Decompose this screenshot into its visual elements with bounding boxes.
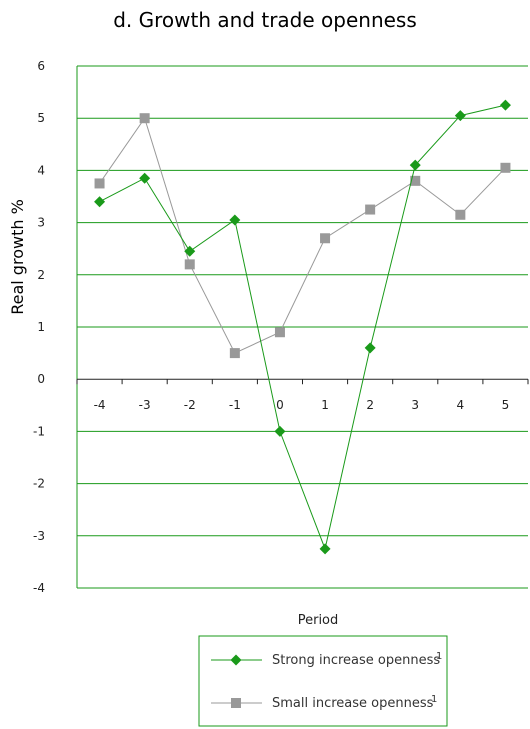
y-tick-label: -2	[33, 477, 45, 491]
x-tick-label: -3	[139, 398, 151, 412]
x-tick-label: 5	[502, 398, 510, 412]
x-tick-label: -4	[94, 398, 106, 412]
data-point	[500, 162, 511, 173]
data-point	[365, 204, 376, 215]
x-axis-label: Period	[298, 613, 339, 628]
x-tick-label: 2	[366, 398, 374, 412]
data-point	[499, 99, 511, 111]
data-point	[319, 543, 331, 555]
data-point	[364, 342, 376, 354]
series-line	[99, 104, 506, 551]
y-tick-label: 6	[37, 59, 45, 73]
series-small	[94, 113, 511, 359]
legend-footnote: 1	[436, 651, 442, 662]
x-tick-label: -1	[229, 398, 241, 412]
data-point	[139, 172, 151, 184]
x-tick-label: -2	[184, 398, 196, 412]
series-group	[94, 99, 511, 555]
data-point	[409, 159, 421, 171]
x-tick-label: 1	[321, 398, 329, 412]
data-point	[184, 259, 195, 270]
y-tick-label: 5	[37, 111, 45, 125]
legend-marker	[231, 698, 241, 708]
data-point	[229, 348, 240, 359]
y-tick-label: 4	[37, 163, 45, 177]
data-point	[229, 214, 241, 226]
data-point	[274, 425, 286, 437]
data-point	[455, 209, 466, 220]
x-tick-labels: -4 -3 -2 -1 0 1 2 3 4 5	[94, 398, 510, 412]
y-tick-label: 1	[37, 320, 45, 334]
legend-footnote: 1	[431, 694, 437, 705]
legend-label: Strong increase openness	[272, 653, 440, 668]
data-point	[139, 113, 150, 124]
data-point	[184, 245, 196, 257]
data-point	[320, 233, 331, 244]
data-point	[454, 110, 466, 122]
x-tick-label: 0	[276, 398, 284, 412]
y-tick-label: -1	[33, 424, 45, 438]
y-tick-label: 3	[37, 216, 45, 230]
y-tick-label: -3	[33, 529, 45, 543]
chart-title: d. Growth and trade openness	[113, 8, 417, 32]
legend-marker	[230, 654, 242, 666]
legend-box	[198, 635, 448, 727]
series-line	[99, 117, 506, 354]
data-point	[94, 178, 105, 189]
y-tick-label: 2	[37, 268, 45, 282]
series-strong	[94, 99, 511, 555]
data-point	[94, 196, 106, 208]
y-tick-label: -4	[33, 581, 45, 595]
y-axis-label: Real growth %	[8, 199, 27, 315]
gridlines	[77, 65, 528, 589]
axes	[76, 66, 529, 588]
x-tick-label: 4	[457, 398, 465, 412]
y-tick-label: 0	[37, 372, 45, 386]
data-point	[274, 327, 285, 338]
y-tick-labels: 6 5 4 3 2 1 0 -1 -2 -3 -4	[33, 59, 45, 595]
x-tick-label: 3	[411, 398, 419, 412]
legend-label: Small increase openness	[272, 696, 434, 711]
data-point	[410, 175, 421, 186]
